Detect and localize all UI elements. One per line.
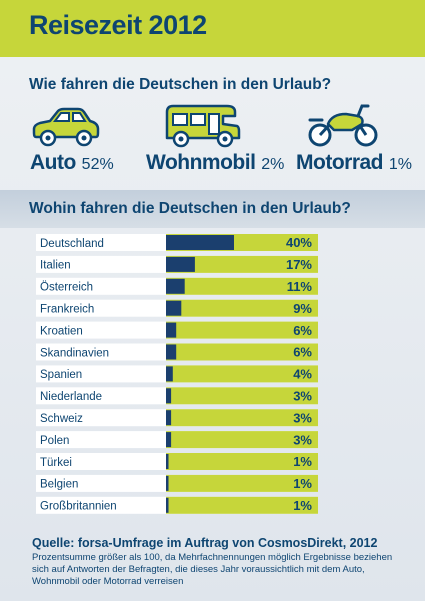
bar: [166, 256, 195, 272]
bar-track: [166, 431, 318, 449]
page-title: Reisezeit 2012: [29, 10, 207, 40]
value-label: 9%: [293, 301, 312, 316]
value-label: 1%: [293, 476, 312, 491]
vehicle-auto-label: Auto 52%: [30, 151, 114, 177]
bar: [166, 497, 169, 513]
bar: [166, 344, 177, 360]
bar-track: [166, 365, 318, 383]
section-band: [0, 190, 425, 228]
bar-track: [166, 343, 318, 361]
bar: [166, 322, 177, 338]
question-destination: Wohin fahren die Deutschen in den Urlaub…: [29, 200, 351, 217]
bar-track: [166, 453, 318, 470]
bar-track: [166, 474, 318, 492]
bar-track: [166, 496, 318, 514]
bar: [166, 388, 172, 404]
value-label: 3%: [293, 389, 312, 404]
vehicle-name: Motorrad: [296, 151, 384, 174]
footnote: Prozentsumme größer als 100, da Mehrfach…: [32, 552, 393, 587]
category-label: Kroatien: [40, 325, 83, 337]
bar-track: [166, 321, 318, 339]
title-band: [0, 0, 425, 57]
value-label: 17%: [286, 257, 312, 272]
value-label: 40%: [286, 235, 312, 250]
source-text: Quelle: forsa-Umfrage im Auftrag von Cos…: [32, 536, 378, 550]
vehicle-percent: 2%: [261, 156, 285, 173]
bar: [166, 366, 173, 382]
vehicle-percent: 1%: [388, 156, 412, 173]
value-label: 11%: [287, 279, 313, 294]
category-label: Deutschland: [40, 238, 104, 250]
vehicle-wohnmobil-label: Wohnmobil 2%: [146, 151, 284, 177]
category-label: Polen: [40, 435, 69, 447]
vehicle-motorrad-label: Motorrad 1%: [296, 151, 412, 177]
category-label: Österreich: [40, 282, 93, 294]
vehicle-name: Auto: [30, 151, 76, 174]
value-label: 1%: [293, 454, 312, 469]
bar-track: [166, 387, 318, 405]
category-label: Frankreich: [40, 304, 94, 316]
value-label: 6%: [293, 323, 312, 338]
value-label: 6%: [293, 345, 312, 360]
motorcycle-icon: [308, 104, 378, 147]
bar: [166, 475, 169, 491]
category-label: Türkei: [40, 457, 72, 469]
bar: [166, 410, 172, 426]
bar: [166, 300, 182, 316]
category-label: Spanien: [40, 369, 82, 381]
bar: [166, 278, 185, 294]
category-label: Niederlande: [40, 391, 102, 403]
bar-track: [166, 277, 318, 295]
bar: [166, 454, 169, 469]
bar-track: [166, 255, 318, 273]
bar: [166, 235, 234, 250]
value-label: 3%: [293, 410, 312, 425]
camper-icon: [165, 104, 241, 148]
category-label: Belgien: [40, 479, 78, 491]
value-label: 3%: [293, 432, 312, 447]
car-icon: [32, 107, 100, 147]
bar-track: [166, 299, 318, 317]
vehicle-percent: 52%: [81, 156, 114, 173]
question-transport: Wie fahren die Deutschen in den Urlaub?: [29, 76, 332, 93]
value-label: 1%: [293, 498, 312, 513]
bar: [166, 432, 172, 448]
value-label: 4%: [293, 367, 312, 382]
category-label: Schweiz: [40, 413, 83, 425]
category-label: Skandinavien: [40, 347, 109, 359]
category-label: Großbritannien: [40, 501, 117, 513]
bar-track: [166, 409, 318, 427]
vehicle-name: Wohnmobil: [146, 151, 256, 174]
category-label: Italien: [40, 260, 71, 272]
